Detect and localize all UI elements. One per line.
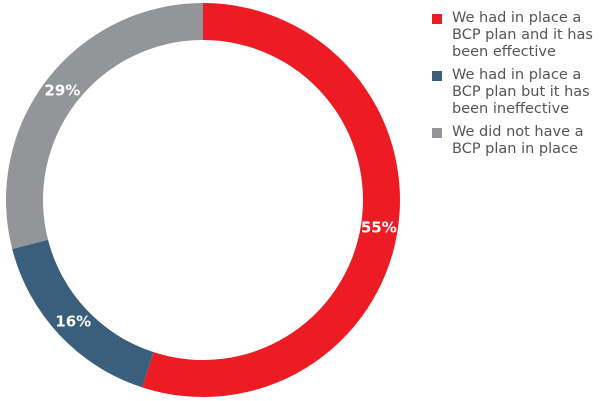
legend-item: We had in place a BCP plan but it has be…: [432, 67, 608, 118]
legend-label: We had in place a BCP plan but it has be…: [452, 67, 590, 117]
legend-item: We did not have a BCP plan in place: [432, 124, 608, 158]
legend-label: We had in place a BCP plan and it has be…: [452, 10, 593, 60]
legend-item: We had in place a BCP plan and it has be…: [432, 10, 608, 61]
legend-label: We did not have a BCP plan in place: [452, 124, 584, 157]
donut-slice: [142, 3, 400, 397]
donut-slice: [5, 3, 203, 249]
legend: We had in place a BCP plan and it has be…: [432, 10, 608, 164]
value-label: 55%: [361, 218, 397, 236]
donut-slice: [12, 239, 154, 388]
value-label: 29%: [44, 81, 80, 99]
value-label: 16%: [55, 312, 91, 330]
chart: 55% 16% 29%: [5, 3, 400, 397]
legend-swatch: [432, 128, 442, 138]
legend-swatch: [432, 71, 442, 81]
legend-swatch: [432, 14, 442, 24]
